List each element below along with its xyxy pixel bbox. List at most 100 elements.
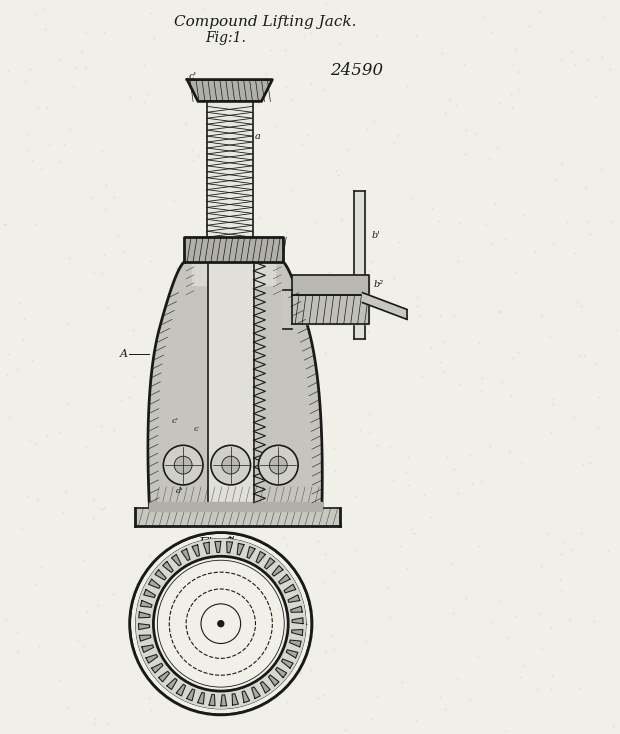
Polygon shape — [232, 694, 238, 705]
Point — [187, 144, 197, 156]
Point — [233, 688, 243, 700]
Point — [439, 335, 449, 346]
Polygon shape — [187, 689, 195, 701]
Point — [118, 246, 128, 258]
Point — [556, 54, 566, 65]
Circle shape — [211, 446, 250, 485]
Point — [17, 522, 27, 534]
Point — [276, 319, 286, 331]
Point — [174, 606, 184, 617]
Point — [366, 713, 376, 725]
Point — [288, 624, 298, 636]
Point — [343, 142, 353, 154]
Point — [335, 214, 345, 225]
Point — [136, 283, 146, 295]
Point — [37, 161, 47, 173]
Point — [536, 642, 546, 654]
Point — [361, 635, 371, 647]
Point — [517, 457, 527, 468]
Point — [570, 59, 580, 70]
Point — [448, 607, 458, 619]
Point — [82, 606, 92, 617]
Point — [402, 80, 412, 92]
Text: c²: c² — [226, 619, 234, 628]
Point — [507, 102, 516, 114]
Text: A': A' — [226, 537, 236, 545]
Point — [33, 103, 43, 115]
Polygon shape — [283, 290, 292, 330]
Point — [65, 123, 75, 135]
Point — [20, 76, 30, 87]
Point — [36, 562, 46, 573]
Point — [22, 145, 32, 156]
Text: c: c — [193, 426, 198, 433]
Point — [101, 179, 111, 191]
Point — [227, 285, 237, 297]
Point — [30, 578, 40, 590]
Polygon shape — [290, 640, 301, 647]
Point — [1, 613, 11, 625]
Polygon shape — [167, 678, 177, 689]
Point — [61, 487, 71, 498]
Point — [175, 520, 185, 532]
Point — [167, 356, 177, 368]
Polygon shape — [208, 262, 254, 508]
Point — [78, 555, 88, 567]
Polygon shape — [207, 101, 252, 237]
Point — [55, 674, 64, 686]
Point — [435, 309, 445, 321]
Point — [237, 133, 247, 145]
Point — [168, 286, 178, 297]
Point — [113, 229, 123, 241]
Point — [402, 562, 412, 574]
Point — [140, 59, 149, 71]
Point — [388, 474, 397, 486]
Point — [273, 576, 283, 588]
Circle shape — [259, 446, 298, 485]
Point — [282, 225, 292, 237]
Point — [355, 424, 365, 436]
Point — [225, 347, 235, 359]
Point — [99, 26, 109, 38]
Point — [34, 640, 44, 652]
Point — [188, 154, 198, 166]
Point — [96, 504, 106, 515]
Text: c': c' — [172, 418, 179, 426]
Point — [474, 540, 484, 552]
Point — [76, 46, 86, 58]
Point — [142, 634, 152, 646]
Point — [108, 424, 118, 436]
Point — [425, 342, 435, 354]
Point — [157, 685, 167, 697]
Point — [187, 290, 197, 302]
Point — [257, 443, 267, 455]
Point — [395, 540, 405, 552]
Point — [319, 310, 329, 322]
Point — [606, 216, 616, 228]
Point — [532, 683, 542, 695]
Point — [461, 124, 471, 136]
Text: l: l — [218, 418, 220, 426]
Point — [409, 528, 419, 539]
Point — [170, 262, 180, 274]
Point — [312, 692, 322, 704]
Point — [597, 51, 607, 62]
Point — [108, 588, 118, 600]
Polygon shape — [138, 624, 149, 630]
Text: a: a — [228, 487, 233, 495]
Point — [215, 315, 224, 327]
Point — [497, 377, 507, 388]
Polygon shape — [242, 691, 250, 702]
Point — [282, 696, 292, 708]
Point — [55, 156, 64, 167]
Point — [58, 506, 68, 518]
Point — [285, 492, 295, 504]
Point — [536, 560, 546, 572]
Circle shape — [136, 539, 306, 709]
Point — [585, 457, 595, 469]
Polygon shape — [144, 589, 156, 597]
Point — [565, 614, 575, 626]
Polygon shape — [292, 618, 303, 624]
Text: A: A — [300, 617, 308, 627]
Point — [253, 98, 263, 109]
